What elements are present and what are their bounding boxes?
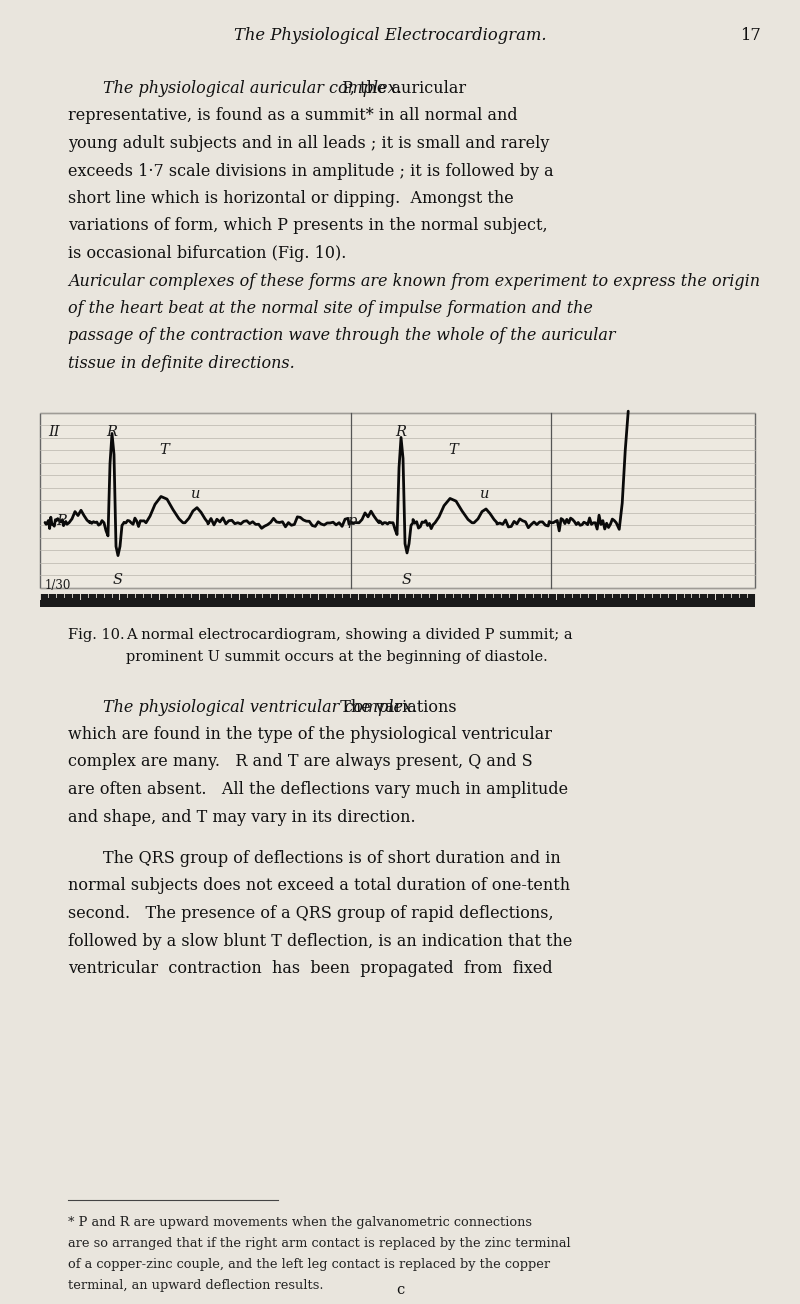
Text: II: II	[48, 425, 59, 438]
Text: followed by a slow blunt T deflection, is an indication that the: followed by a slow blunt T deflection, i…	[68, 932, 572, 949]
Text: R: R	[106, 425, 118, 438]
Text: young adult subjects and in all leads ; it is small and rarely: young adult subjects and in all leads ; …	[68, 136, 550, 153]
Text: Fig. 10.: Fig. 10.	[68, 629, 125, 643]
Text: P, the auricular: P, the auricular	[332, 80, 466, 96]
Text: 1/30: 1/30	[45, 579, 71, 592]
Text: S: S	[113, 574, 123, 588]
Text: R: R	[395, 425, 406, 438]
Text: A normal electrocardiogram, showing a divided P summit; a: A normal electrocardiogram, showing a di…	[126, 629, 573, 643]
Text: are so arranged that if the right arm contact is replaced by the zinc terminal: are so arranged that if the right arm co…	[68, 1237, 570, 1251]
Text: The Physiological Electrocardiogram.: The Physiological Electrocardiogram.	[234, 27, 546, 44]
Text: short line which is horizontal or dipping.  Amongst the: short line which is horizontal or dippin…	[68, 190, 514, 207]
Text: of the heart beat at the normal site of impulse formation and the: of the heart beat at the normal site of …	[68, 300, 593, 317]
Text: P: P	[56, 514, 66, 528]
Text: The physiological auricular complex.: The physiological auricular complex.	[103, 80, 402, 96]
Text: complex are many.   R and T are always present, Q and S: complex are many. R and T are always pre…	[68, 754, 533, 771]
Text: prominent U summit occurs at the beginning of diastole.: prominent U summit occurs at the beginni…	[126, 651, 548, 665]
Text: c: c	[396, 1283, 404, 1297]
Text: The physiological ventricular complex.: The physiological ventricular complex.	[103, 699, 417, 716]
Text: representative, is found as a summit* in all normal and: representative, is found as a summit* in…	[68, 107, 518, 124]
Text: is occasional bifurcation (Fig. 10).: is occasional bifurcation (Fig. 10).	[68, 245, 346, 262]
Text: p: p	[348, 514, 357, 528]
Text: of a copper-zinc couple, and the left leg contact is replaced by the copper: of a copper-zinc couple, and the left le…	[68, 1258, 550, 1271]
Text: u: u	[480, 486, 490, 501]
Text: S: S	[402, 574, 412, 588]
Text: T: T	[448, 442, 458, 456]
Text: exceeds 1·7 scale divisions in amplitude ; it is followed by a: exceeds 1·7 scale divisions in amplitude…	[68, 163, 554, 180]
Text: T: T	[159, 442, 169, 456]
Text: The QRS group of deflections is of short duration and in: The QRS group of deflections is of short…	[103, 850, 561, 867]
Text: * P and R are upward movements when the galvanometric connections: * P and R are upward movements when the …	[68, 1217, 532, 1228]
Text: and shape, and T may vary in its direction.: and shape, and T may vary in its directi…	[68, 808, 416, 825]
Text: u: u	[191, 486, 201, 501]
Text: The variations: The variations	[330, 699, 457, 716]
Text: variations of form, which P presents in the normal subject,: variations of form, which P presents in …	[68, 218, 548, 235]
Bar	[40, 593, 755, 606]
Text: normal subjects does not exceed a total duration of one-tenth: normal subjects does not exceed a total …	[68, 878, 570, 895]
Text: ventricular  contraction  has  been  propagated  from  fixed: ventricular contraction has been propaga…	[68, 960, 553, 977]
Text: which are found in the type of the physiological ventricular: which are found in the type of the physi…	[68, 726, 552, 743]
Text: terminal, an upward deflection results.: terminal, an upward deflection results.	[68, 1279, 323, 1292]
Text: passage of the contraction wave through the whole of the auricular: passage of the contraction wave through …	[68, 327, 615, 344]
Text: tissue in definite directions.: tissue in definite directions.	[68, 355, 294, 372]
Text: 17: 17	[740, 27, 760, 44]
Bar	[40, 412, 755, 588]
Text: second.   The presence of a QRS group of rapid deflections,: second. The presence of a QRS group of r…	[68, 905, 554, 922]
Text: Auricular complexes of these forms are known from experiment to express the orig: Auricular complexes of these forms are k…	[68, 273, 760, 289]
Text: are often absent.   All the deflections vary much in amplitude: are often absent. All the deflections va…	[68, 781, 568, 798]
